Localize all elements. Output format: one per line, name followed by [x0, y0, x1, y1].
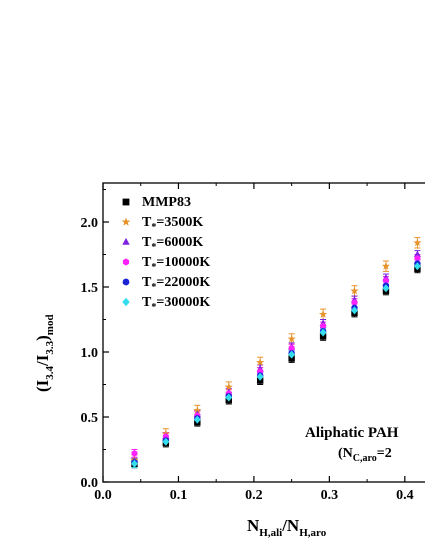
x-tick-label: 0.2	[245, 488, 263, 503]
data-point	[350, 306, 359, 315]
plot-border	[102, 182, 425, 483]
data-point	[319, 328, 327, 337]
data-point	[350, 286, 359, 295]
legend-label: T*=22000K	[142, 275, 210, 293]
y-axis: 0.0 0.5 1.0 1.5 2.0	[81, 189, 109, 491]
data-point	[414, 255, 421, 262]
legend-marker	[121, 217, 131, 226]
legend-label: T*=3500K	[142, 215, 203, 233]
data-point	[288, 344, 295, 352]
y-tick-label: 0.0	[81, 476, 99, 491]
data-point	[162, 437, 170, 446]
data-point	[351, 299, 358, 306]
data-point	[193, 406, 202, 414]
x-tick-label: 0.1	[170, 488, 188, 503]
data-point	[224, 382, 233, 391]
data-point	[225, 393, 233, 402]
y-axis-label: (I3.4/I3.3)mod	[33, 314, 56, 392]
data-point	[193, 415, 201, 424]
x-tick-label: 0.0	[94, 488, 112, 503]
data-point	[413, 262, 421, 271]
data-point	[131, 450, 138, 457]
y-tick-label: 1.5	[81, 281, 99, 296]
legend-label: T*=30000K	[142, 295, 210, 313]
data-point	[381, 261, 391, 270]
legend-label: T*=10000K	[142, 255, 210, 273]
data-point	[320, 322, 327, 330]
annotation-line-1: Aliphatic PAH	[305, 425, 399, 441]
legend-marker	[122, 297, 130, 307]
legend-label: T*=6000K	[142, 235, 203, 253]
data-point	[287, 334, 296, 343]
y-tick-label: 1.0	[81, 346, 99, 361]
x-axis-label: NH,ali/NH,aro	[247, 516, 327, 539]
data-point	[413, 238, 422, 247]
legend-marker	[122, 278, 130, 286]
plot-frame	[102, 182, 425, 483]
legend: MMP83 T*=3500K T*=6000K T*=10000K T*=22000K T…	[121, 195, 210, 313]
annotation-line-2: (NC,aro=2	[338, 446, 392, 464]
x-tick-label: 0.4	[396, 488, 414, 503]
x-tick-label: 0.3	[321, 488, 339, 503]
data-point	[413, 250, 421, 258]
legend-marker	[122, 258, 130, 266]
data-point	[288, 350, 296, 359]
data-point	[256, 372, 264, 381]
y-tick-label: 2.0	[81, 216, 99, 231]
data-point	[318, 309, 328, 318]
data-point	[256, 358, 265, 366]
data-point	[382, 284, 390, 293]
data-point	[130, 459, 138, 468]
data-points	[130, 238, 422, 468]
legend-marker	[122, 237, 130, 245]
legend-label: MMP83	[142, 195, 191, 210]
y-tick-label: 0.5	[81, 411, 99, 426]
legend-marker	[122, 198, 130, 206]
x-axis: 0.0 0.1 0.2 0.3 0.4	[94, 183, 414, 503]
data-point	[383, 277, 389, 284]
